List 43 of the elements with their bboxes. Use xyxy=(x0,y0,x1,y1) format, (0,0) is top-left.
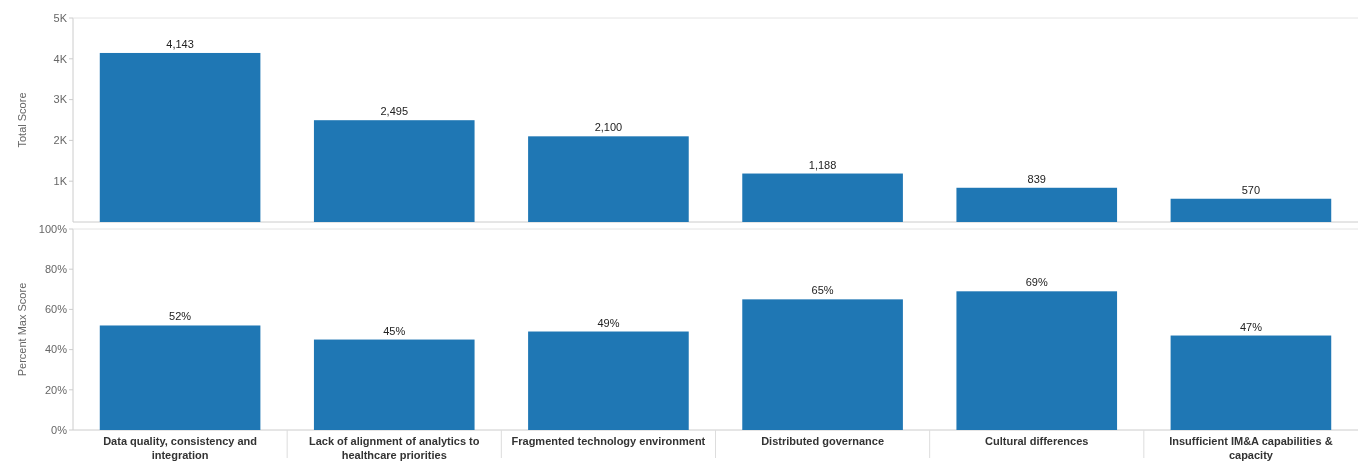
x-tick-label: Data quality, consistency and integration xyxy=(103,435,258,461)
data-label: 2,495 xyxy=(380,105,409,118)
y-tick-label: 5K xyxy=(53,11,68,24)
data-label: 2,100 xyxy=(594,121,623,134)
bar xyxy=(956,187,1118,222)
y-axis-title: Total Score xyxy=(16,92,28,148)
bar xyxy=(742,299,903,430)
data-label: 570 xyxy=(1241,183,1261,196)
y-tick-label: 80% xyxy=(44,263,68,276)
y-tick-label: 0% xyxy=(51,423,68,436)
bar xyxy=(1170,198,1332,222)
bar xyxy=(313,120,475,222)
y-tick-label: 1K xyxy=(53,175,68,188)
data-label: 52% xyxy=(169,310,192,323)
data-label: 49% xyxy=(597,316,620,329)
data-label: 45% xyxy=(383,324,406,337)
bar xyxy=(1170,335,1332,430)
y-tick-label: 2K xyxy=(53,134,68,147)
data-label: 839 xyxy=(1027,172,1046,185)
bar xyxy=(528,331,689,430)
x-tick-label: Lack of alignment of analytics to healthcare priorities xyxy=(308,435,480,461)
y-tick-label: 3K xyxy=(53,93,68,106)
bar xyxy=(742,173,903,222)
x-tick-label: Fragmented technology environment xyxy=(511,435,706,447)
data-label: 69% xyxy=(1025,276,1048,289)
y-tick-label: 4K xyxy=(53,52,68,65)
x-tick-label: Insufficient IM&A capabilities & capacity xyxy=(1169,435,1333,461)
y-tick-label: 60% xyxy=(44,303,68,316)
bar xyxy=(99,325,261,430)
bar xyxy=(528,136,689,222)
y-axis-title: Percent Max Score xyxy=(16,282,28,377)
data-label: 4,143 xyxy=(166,37,194,50)
y-tick-label: 20% xyxy=(44,383,68,396)
y-tick-label: 40% xyxy=(44,343,68,356)
y-tick-label: 100% xyxy=(38,222,68,235)
data-label: 1,188 xyxy=(808,158,837,171)
data-label: 65% xyxy=(811,284,834,297)
bar xyxy=(956,291,1118,430)
bar xyxy=(99,52,261,222)
bar xyxy=(313,339,475,430)
data-label: 47% xyxy=(1239,320,1263,333)
x-tick-label: Cultural differences xyxy=(985,435,1089,447)
x-tick-label: Distributed governance xyxy=(761,435,885,447)
